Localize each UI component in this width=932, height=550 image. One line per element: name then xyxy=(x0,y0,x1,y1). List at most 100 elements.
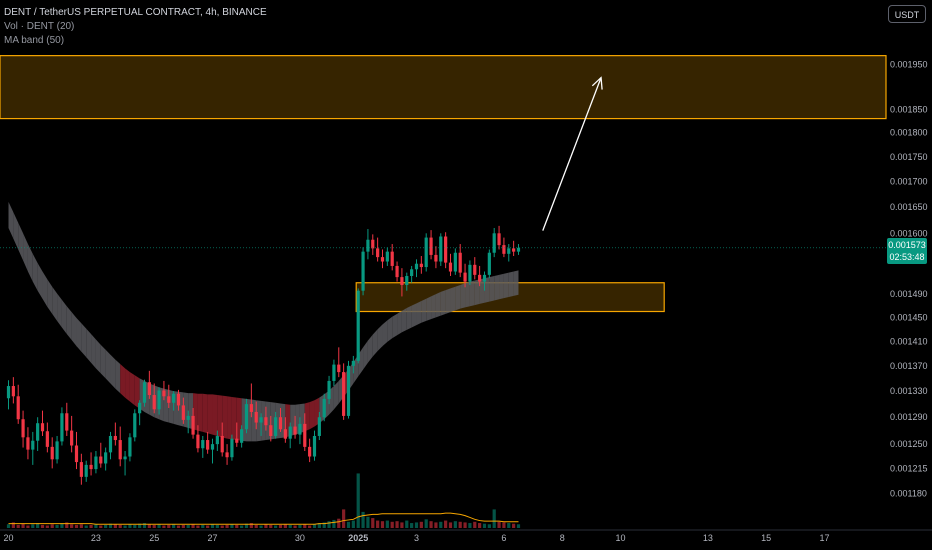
candle xyxy=(133,409,137,442)
y-tick-label: 0.001250 xyxy=(890,439,928,449)
candle-body xyxy=(351,360,355,366)
candle-body xyxy=(308,446,312,457)
candle xyxy=(142,379,147,407)
candle-body xyxy=(414,263,419,270)
candle xyxy=(366,229,370,260)
volume-bar xyxy=(380,521,385,528)
candle-body xyxy=(152,395,156,410)
volume-bar xyxy=(79,524,83,528)
ma-band-segment xyxy=(115,359,121,394)
candle xyxy=(186,410,190,434)
x-tick-label: 13 xyxy=(703,533,713,543)
candle xyxy=(123,450,127,476)
volume-bar xyxy=(283,524,287,528)
volume-bar xyxy=(376,520,380,528)
candle-body xyxy=(346,365,351,416)
volume-bar xyxy=(512,523,516,528)
volume-bar xyxy=(55,524,59,528)
volume-bar xyxy=(356,473,360,528)
ma-band-segment xyxy=(120,363,126,398)
volume-bar xyxy=(410,523,414,528)
ma-band-segment xyxy=(367,334,373,363)
ma-band-segment xyxy=(508,271,514,298)
volume-bar xyxy=(196,525,200,528)
candle-body xyxy=(162,390,166,397)
volume-bar xyxy=(16,524,20,528)
volume-bar xyxy=(70,524,74,528)
ma-band-segment xyxy=(100,344,106,379)
candle xyxy=(55,435,59,464)
volume-bar xyxy=(60,523,64,528)
ma-band-segment xyxy=(129,372,135,406)
volume-bar xyxy=(400,522,404,528)
volume-indicator-label[interactable]: Vol · DENT (20) xyxy=(4,21,75,32)
ma-band-segment xyxy=(197,393,203,432)
volume-bar xyxy=(104,524,108,528)
volume-bar xyxy=(11,522,15,528)
candle xyxy=(138,400,142,426)
candle-body xyxy=(65,413,69,431)
candle xyxy=(424,233,428,272)
volume-bar xyxy=(21,523,25,528)
volume-bar xyxy=(142,523,147,528)
candle xyxy=(385,247,389,266)
volume-bar xyxy=(482,523,487,528)
candle-body xyxy=(269,425,273,436)
x-tick-label: 2025 xyxy=(348,533,368,543)
volume-bar xyxy=(249,523,253,528)
volume-bar xyxy=(342,509,346,528)
candle-body xyxy=(254,411,258,423)
volume-bar xyxy=(244,523,249,528)
candle xyxy=(21,410,25,448)
symbol-title[interactable]: DENT / TetherUS PERPETUAL CONTRACT, 4h, … xyxy=(4,7,267,18)
projection-arrow-head xyxy=(591,76,603,90)
candle-body xyxy=(201,440,205,449)
ma-band-segment xyxy=(95,339,101,374)
ma-band-segment xyxy=(377,324,383,352)
volume-bar xyxy=(254,524,258,528)
ma-band-segment xyxy=(71,312,77,347)
y-tick-label: 0.001215 xyxy=(890,463,928,473)
volume-bar xyxy=(191,524,195,528)
candle-body xyxy=(118,440,122,460)
candle-body xyxy=(26,437,30,450)
volume-ma-line xyxy=(8,512,519,525)
candle-body xyxy=(274,417,278,436)
volume-bar xyxy=(230,524,234,528)
candle xyxy=(244,398,249,434)
ma-band-segment xyxy=(484,277,490,303)
candle-body xyxy=(371,239,375,249)
candle xyxy=(147,370,151,399)
volume-bar xyxy=(186,524,190,528)
ma-band-indicator-label[interactable]: MA band (50) xyxy=(4,35,65,46)
candle xyxy=(439,233,443,266)
candle xyxy=(463,263,467,288)
candle xyxy=(152,383,156,414)
ma-band-segment xyxy=(8,201,14,239)
candle-body xyxy=(400,277,404,286)
candle xyxy=(74,431,79,470)
currency-button[interactable]: USDT xyxy=(888,5,926,23)
volume-bar xyxy=(424,519,428,528)
candle xyxy=(361,247,365,296)
candle xyxy=(79,453,83,485)
candle xyxy=(36,417,40,451)
ma-band-segment xyxy=(42,271,48,307)
volume-bar xyxy=(361,511,365,528)
candle xyxy=(225,444,229,465)
candle-body xyxy=(361,251,365,291)
volume-bar xyxy=(113,524,117,528)
ma-band-segment xyxy=(57,293,62,328)
candle xyxy=(380,249,385,269)
ma-band-segment xyxy=(52,286,58,321)
ma-band-segment xyxy=(66,306,72,341)
candle-body xyxy=(439,236,443,262)
candle-body xyxy=(332,364,336,381)
candle-body xyxy=(434,254,438,262)
candle xyxy=(108,431,113,460)
volume-bar xyxy=(123,525,127,528)
volume-bar xyxy=(497,521,501,528)
candle-body xyxy=(312,435,317,457)
